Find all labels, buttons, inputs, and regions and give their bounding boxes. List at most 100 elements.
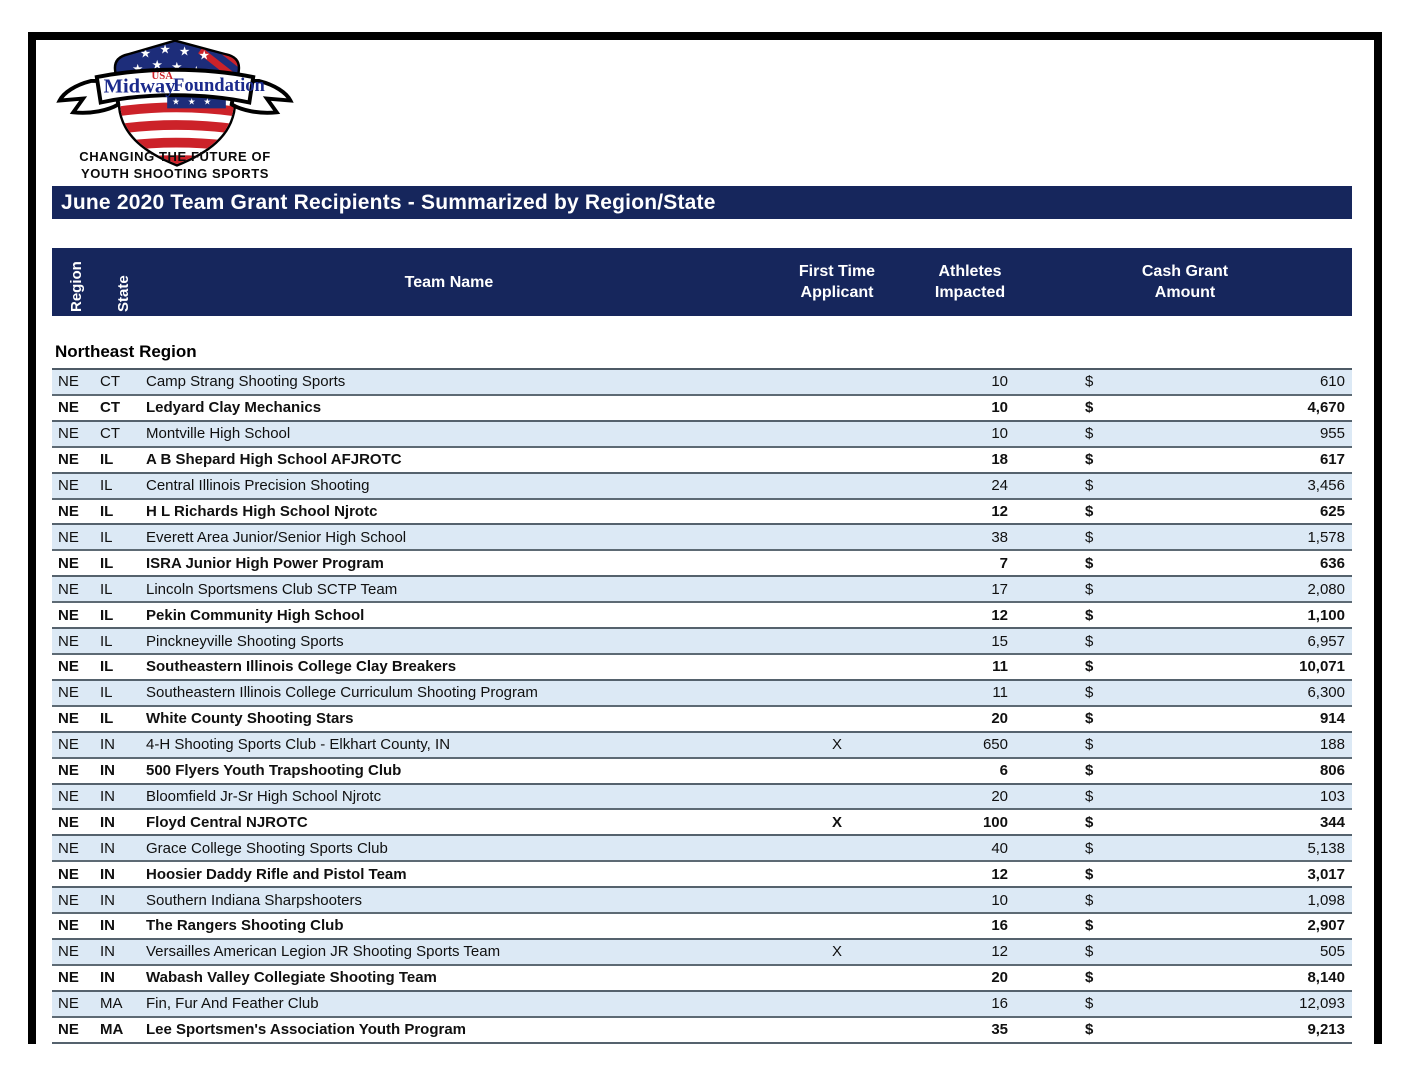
cell-state: IL <box>100 606 114 624</box>
cell-state: CT <box>100 373 120 391</box>
cell-state: MA <box>100 1021 124 1039</box>
cell-athletes-impacted: 12 <box>991 502 1008 520</box>
cell-cash-grant-amount: $ 2,080 <box>1018 581 1352 598</box>
cell-team-name: ISRA Junior High Power Program <box>146 554 384 572</box>
cell-state: IL <box>100 502 114 520</box>
page-border-left <box>28 32 36 1044</box>
table-row: NE IN Southern Indiana Sharpshooters 10 … <box>52 888 1352 915</box>
svg-text:★: ★ <box>179 44 190 59</box>
cell-team-name: 4-H Shooting Sports Club - Elkhart Count… <box>146 736 451 754</box>
currency-symbol: $ <box>1085 943 1094 961</box>
cell-amount-value: 8,140 <box>1307 969 1345 987</box>
cell-region: NE <box>58 917 79 935</box>
table-row: NE IN 500 Flyers Youth Trapshooting Club… <box>52 758 1352 785</box>
cell-team-name: Southern Indiana Sharpshooters <box>146 891 362 909</box>
tagline-line1: CHANGING THE FUTURE OF <box>79 149 271 164</box>
cell-state: IN <box>100 891 115 909</box>
table-row: NE IL ISRA Junior High Power Program 7 $… <box>52 551 1352 578</box>
header-cash-line1: Cash Grant <box>1141 263 1229 280</box>
cell-state: IL <box>100 528 113 546</box>
cell-team-name: A B Shepard High School AFJROTC <box>146 451 402 469</box>
cell-cash-grant-amount: $ 914 <box>1018 710 1352 727</box>
cell-region: NE <box>58 839 79 857</box>
cell-team-name: Bloomfield Jr-Sr High School Njrotc <box>146 787 382 805</box>
cell-amount-value: 5,138 <box>1307 839 1345 857</box>
cell-amount-value: 625 <box>1319 502 1345 520</box>
cell-state: IL <box>100 477 113 495</box>
cell-team-name: Grace College Shooting Sports Club <box>146 839 388 857</box>
currency-symbol: $ <box>1085 762 1094 780</box>
table-row: NE IL Central Illinois Precision Shootin… <box>52 473 1352 500</box>
cell-region: NE <box>58 813 79 831</box>
table-row: NE IN The Rangers Shooting Club 16 $ 2,9… <box>52 914 1352 940</box>
table-row: NE IN Versailles American Legion JR Shoo… <box>52 939 1352 966</box>
cell-amount-value: 3,017 <box>1307 865 1345 883</box>
cell-cash-grant-amount: $ 6,957 <box>1018 633 1352 650</box>
cell-athletes-impacted: 24 <box>991 477 1008 495</box>
svg-text:★: ★ <box>203 97 211 107</box>
cell-amount-value: 505 <box>1319 943 1345 961</box>
cell-team-name: Lincoln Sportsmens Club SCTP Team <box>146 580 398 598</box>
cell-state: IL <box>100 710 114 728</box>
cell-first-time-applicant: X <box>831 736 842 754</box>
currency-symbol: $ <box>1085 1021 1094 1039</box>
currency-symbol: $ <box>1085 477 1094 495</box>
cell-amount-value: 188 <box>1319 736 1345 754</box>
currency-symbol: $ <box>1085 373 1094 391</box>
cell-region: NE <box>58 1021 79 1039</box>
svg-text:★: ★ <box>171 59 182 74</box>
cell-cash-grant-amount: $ 12,093 <box>1018 995 1352 1012</box>
cell-cash-grant-amount: $ 103 <box>1018 788 1352 805</box>
cell-team-name: Camp Strang Shooting Sports <box>146 373 346 391</box>
tagline-line2: YOUTH SHOOTING SPORTS <box>80 166 270 181</box>
table-row: NE IN 4-H Shooting Sports Club - Elkhart… <box>52 732 1352 759</box>
cell-state: IN <box>100 736 115 754</box>
cell-state: IN <box>100 787 115 805</box>
cell-state: IN <box>100 943 115 961</box>
currency-symbol: $ <box>1085 969 1094 987</box>
cell-team-name: Everett Area Junior/Senior High School <box>146 528 407 546</box>
cell-amount-value: 914 <box>1319 710 1345 728</box>
cell-amount-value: 1,100 <box>1307 606 1345 624</box>
cell-region: NE <box>58 762 79 780</box>
cell-cash-grant-amount: $ 625 <box>1018 503 1352 520</box>
cell-state: CT <box>100 425 120 443</box>
cell-first-time-applicant: X <box>831 943 842 961</box>
cell-amount-value: 4,670 <box>1307 399 1345 417</box>
cell-region: NE <box>58 891 79 909</box>
cell-athletes-impacted: 20 <box>991 787 1008 805</box>
cell-athletes-impacted: 16 <box>991 917 1008 935</box>
cell-cash-grant-amount: $ 5,138 <box>1018 840 1352 857</box>
currency-symbol: $ <box>1085 658 1094 676</box>
cell-state: MA <box>100 995 123 1013</box>
cell-athletes-impacted: 20 <box>991 969 1008 987</box>
cell-region: NE <box>58 554 79 572</box>
cell-state: IL <box>100 632 113 650</box>
cell-region: NE <box>58 969 79 987</box>
cell-athletes-impacted: 12 <box>991 865 1008 883</box>
cell-amount-value: 103 <box>1319 787 1345 805</box>
cell-region: NE <box>58 787 79 805</box>
cell-team-name: Southeastern Illinois College Clay Break… <box>146 658 457 676</box>
cell-amount-value: 617 <box>1319 451 1345 469</box>
midwayusa-foundation-logo: ★★★ ★★★ ★★ ★★★ Midway USA Foundatio <box>56 39 294 167</box>
header-first-time-line2: Applicant <box>800 284 874 301</box>
cell-cash-grant-amount: $ 617 <box>1018 451 1352 468</box>
cell-cash-grant-amount: $ 806 <box>1018 762 1352 779</box>
cell-region: NE <box>58 710 79 728</box>
table-row: NE IL H L Richards High School Njrotc 12… <box>52 499 1352 526</box>
cell-region: NE <box>58 502 79 520</box>
table-body: NE CT Camp Strang Shooting Sports 10 $ 6… <box>52 368 1352 1044</box>
header-state: State <box>100 252 146 312</box>
currency-symbol: $ <box>1085 891 1094 909</box>
table-row: NE CT Camp Strang Shooting Sports 10 $ 6… <box>52 370 1352 396</box>
cell-athletes-impacted: 10 <box>991 425 1008 443</box>
table-row: NE IL Pinckneyville Shooting Sports 15 $… <box>52 629 1352 655</box>
currency-symbol: $ <box>1085 917 1094 935</box>
table-row: NE CT Montville High School 10 $ 955 <box>52 421 1352 448</box>
table-row: NE IL Southeastern Illinois College Curr… <box>52 680 1352 707</box>
cell-athletes-impacted: 17 <box>991 580 1008 598</box>
header-region: Region <box>52 252 100 312</box>
cell-team-name: White County Shooting Stars <box>146 710 354 728</box>
cell-cash-grant-amount: $ 10,071 <box>1018 658 1352 675</box>
